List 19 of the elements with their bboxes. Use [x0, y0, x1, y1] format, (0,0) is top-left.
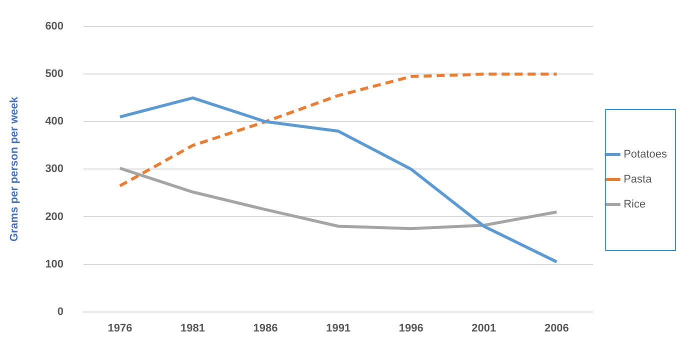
y-tick-label: 0 — [57, 306, 64, 318]
y-tick-label: 300 — [45, 163, 64, 176]
y-tick-label: 100 — [45, 258, 64, 270]
x-tick-label: 1996 — [398, 322, 424, 334]
legend-label: Rice — [624, 198, 646, 211]
x-tick-label: 1976 — [108, 322, 132, 334]
x-tick-label: 2001 — [472, 322, 496, 334]
x-tick-label: 1991 — [326, 322, 351, 334]
y-tick-label: 500 — [45, 68, 64, 80]
y-axis-title: Grams per person per week — [8, 96, 21, 242]
y-tick-label: 600 — [45, 20, 64, 33]
legend-label: Potatoes — [624, 148, 668, 161]
x-tick-label: 1986 — [253, 322, 278, 334]
legend-label: Pasta — [624, 174, 653, 186]
y-tick-label: 200 — [45, 210, 64, 223]
line-series — [118, 72, 558, 188]
x-tick-label: 2006 — [544, 322, 569, 334]
x-tick-label: 1981 — [180, 322, 205, 334]
y-tick-label: 400 — [45, 116, 64, 128]
